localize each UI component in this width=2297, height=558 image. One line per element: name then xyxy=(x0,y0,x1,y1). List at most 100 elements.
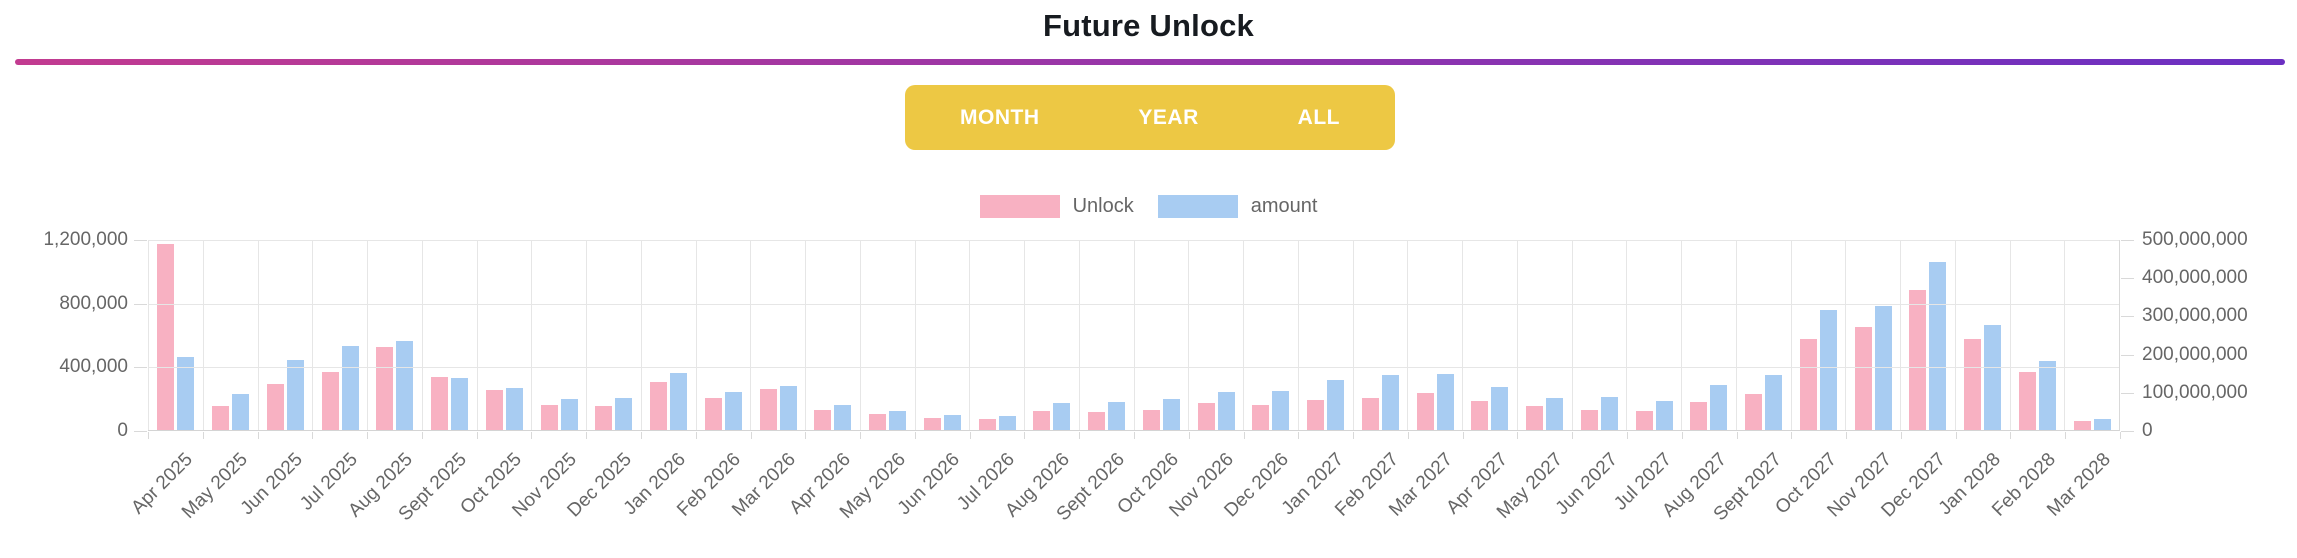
amount-bar[interactable] xyxy=(1108,402,1126,430)
amount-bar[interactable] xyxy=(1984,325,2002,430)
tick-mark xyxy=(2010,432,2012,439)
unlock-bar[interactable] xyxy=(595,406,613,430)
unlock-bar[interactable] xyxy=(1471,401,1489,430)
unlock-bar[interactable] xyxy=(1416,393,1434,430)
tick-mark xyxy=(2121,431,2134,432)
bar-group xyxy=(1407,240,1462,430)
amount-bar[interactable] xyxy=(943,415,961,430)
amount-bar[interactable] xyxy=(1491,387,1509,430)
unlock-bar[interactable] xyxy=(1964,339,1982,430)
unlock-bar[interactable] xyxy=(321,372,339,430)
unlock-bar[interactable] xyxy=(376,347,394,430)
bar-group xyxy=(805,240,860,430)
unlock-bar[interactable] xyxy=(869,414,887,430)
legend-label: Unlock xyxy=(1072,195,1134,217)
amount-bar[interactable] xyxy=(2093,419,2111,430)
amount-bar[interactable] xyxy=(396,341,414,430)
unlock-bar[interactable] xyxy=(1033,411,1051,430)
unlock-bar[interactable] xyxy=(704,398,722,430)
unlock-bar[interactable] xyxy=(485,390,503,430)
amount-bar[interactable] xyxy=(779,386,797,430)
amount-bar[interactable] xyxy=(724,392,742,430)
amount-bar[interactable] xyxy=(615,398,633,430)
tick-mark xyxy=(257,432,259,439)
unlock-bar[interactable] xyxy=(157,244,175,430)
tick-mark xyxy=(2121,278,2134,280)
amount-bar[interactable] xyxy=(1600,397,1618,430)
unlock-bar[interactable] xyxy=(650,382,668,430)
amount-bar[interactable] xyxy=(1819,310,1837,430)
amount-bar[interactable] xyxy=(1765,375,1783,430)
bar-group xyxy=(312,240,367,430)
range-button-year[interactable]: YEAR xyxy=(1138,105,1199,129)
tick-mark xyxy=(2121,354,2134,356)
unlock-bar[interactable] xyxy=(1088,412,1106,430)
amount-bar[interactable] xyxy=(1710,385,1728,430)
unlock-bar[interactable] xyxy=(2018,372,2036,430)
range-button-month[interactable]: MONTH xyxy=(960,105,1040,129)
unlock-bar[interactable] xyxy=(1745,394,1763,430)
unlock-bar[interactable] xyxy=(266,384,284,430)
unlock-bar[interactable] xyxy=(431,377,449,430)
y-axis-right-label: 200,000,000 xyxy=(2142,343,2248,365)
amount-bar[interactable] xyxy=(1546,398,1564,430)
tick-mark xyxy=(134,303,147,305)
amount-bar[interactable] xyxy=(1655,401,1673,430)
unlock-bar[interactable] xyxy=(1580,410,1598,430)
amount-bar[interactable] xyxy=(1272,391,1290,430)
range-button-all[interactable]: ALL xyxy=(1297,105,1340,129)
tick-mark xyxy=(2121,316,2134,318)
legend-item-amount[interactable]: amount xyxy=(1157,195,1318,218)
amount-bar[interactable] xyxy=(1327,380,1345,430)
unlock-bar[interactable] xyxy=(1690,402,1708,430)
bar-group xyxy=(1243,240,1298,430)
plot-area xyxy=(148,240,2120,431)
legend-item-unlock[interactable]: Unlock xyxy=(979,195,1134,218)
tick-mark xyxy=(1134,432,1135,439)
unlock-bar[interactable] xyxy=(923,418,941,430)
amount-bar[interactable] xyxy=(998,416,1016,430)
amount-bar[interactable] xyxy=(834,405,852,430)
unlock-bar[interactable] xyxy=(1142,410,1160,430)
tick-mark xyxy=(1955,432,1957,439)
amount-bar[interactable] xyxy=(1381,375,1399,430)
unlock-bar[interactable] xyxy=(1307,400,1325,430)
amount-bar[interactable] xyxy=(1217,392,1235,430)
chart-legend: Unlock amount xyxy=(0,195,2297,218)
unlock-bar[interactable] xyxy=(814,410,832,430)
unlock-bar[interactable] xyxy=(1252,405,1270,430)
amount-bar[interactable] xyxy=(232,394,250,430)
amount-bar[interactable] xyxy=(505,388,523,430)
bar-group xyxy=(914,240,970,430)
unlock-bar[interactable] xyxy=(540,405,558,430)
unlock-bar[interactable] xyxy=(1361,398,1379,430)
unlock-bar[interactable] xyxy=(1854,327,1872,430)
bar-group xyxy=(1790,240,1846,430)
unlock-bar[interactable] xyxy=(759,389,777,430)
amount-bar[interactable] xyxy=(670,373,688,430)
unlock-bar[interactable] xyxy=(1197,403,1215,430)
legend-label: amount xyxy=(1250,195,1318,217)
bar-group xyxy=(1954,240,2010,430)
amount-bar[interactable] xyxy=(341,346,359,430)
unlock-bar[interactable] xyxy=(1635,411,1653,430)
amount-bar[interactable] xyxy=(1929,262,1947,430)
unlock-bar[interactable] xyxy=(2073,421,2091,430)
amount-bar[interactable] xyxy=(1053,403,1071,430)
unlock-bar[interactable] xyxy=(1526,406,1544,430)
amount-bar[interactable] xyxy=(560,399,578,430)
unlock-bar[interactable] xyxy=(978,419,996,430)
amount-bar[interactable] xyxy=(177,357,195,430)
bar-group xyxy=(2009,240,2065,430)
unlock-bar[interactable] xyxy=(212,406,230,430)
unlock-bar[interactable] xyxy=(1799,339,1817,430)
amount-bar[interactable] xyxy=(286,360,304,430)
amount-bar[interactable] xyxy=(451,378,469,430)
unlock-bar[interactable] xyxy=(1909,290,1927,430)
amount-bar[interactable] xyxy=(2038,361,2056,430)
amount-bar[interactable] xyxy=(1436,374,1454,430)
amount-bar[interactable] xyxy=(1162,399,1180,430)
amount-bar[interactable] xyxy=(889,411,907,430)
bar-group xyxy=(1900,240,1955,430)
